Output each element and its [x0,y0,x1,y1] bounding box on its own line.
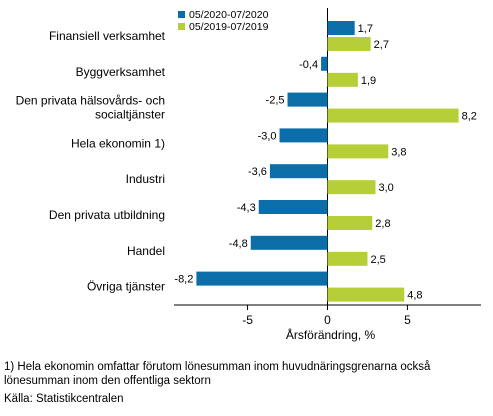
bar [327,180,376,195]
bar [327,287,405,302]
data-label: -4,8 [229,238,248,250]
x-tick-label: 5 [404,313,411,327]
data-label: 2,8 [375,218,390,230]
data-label: -8,2 [174,274,193,286]
data-label: -2,5 [266,95,285,107]
category-label: Handel [127,244,165,258]
data-label: 3,0 [378,182,393,194]
bar [269,164,328,179]
bar [327,216,373,230]
legend-label: 05/2020-07/2020 [189,9,269,21]
legend-label: 05/2019-07/2019 [189,21,269,33]
legend-swatch [178,23,185,30]
category-label: Finansiell verksamhet [49,29,166,43]
data-label: -4,3 [237,202,256,214]
category-label: Hela ekonomin 1) [71,136,165,150]
bar [196,271,328,286]
category-label: socialtjänster [95,108,165,122]
footnote-line-1: 1) Hela ekonomin omfattar förutom lönesu… [4,361,431,373]
x-tick-label: -5 [242,313,253,327]
category-label: Industri [126,172,165,186]
data-label: 3,8 [391,146,406,158]
data-label: -3,6 [248,166,267,178]
data-label: -0,4 [299,59,318,71]
footnote-line-2: lönesumman inom den offentliga sektorn [4,375,211,387]
category-label: Den privata utbildning [49,208,165,222]
data-label: 1,7 [358,23,373,35]
data-label: -3,0 [258,130,277,142]
bar [327,108,459,123]
data-label: 4,8 [407,290,422,302]
bar [327,72,358,87]
bar [250,235,328,250]
bar [327,37,371,51]
category-label: Byggverksamhet [76,65,166,79]
data-label: 2,5 [370,254,385,266]
bar [258,200,328,214]
category-label: Övriga tjänster [87,280,165,294]
bar [287,92,328,107]
bar [327,251,368,266]
legend-swatch [178,11,185,18]
bar [327,144,389,159]
bar [279,128,328,143]
bar [327,21,355,35]
data-label: 8,2 [462,111,477,123]
data-label: 1,9 [361,75,376,87]
category-label: Den privata hälsovårds- och [16,94,165,108]
x-axis-title: Årsförändring, % [286,327,376,342]
bar-chart: -5 0 5 Årsförändring, % Finansiell verksamhe… [16,8,481,342]
x-tick-label: 0 [324,313,331,327]
source-note: Källa: Statistikcentralen [4,393,124,405]
bar [321,56,328,71]
data-label: 2,7 [374,39,389,51]
